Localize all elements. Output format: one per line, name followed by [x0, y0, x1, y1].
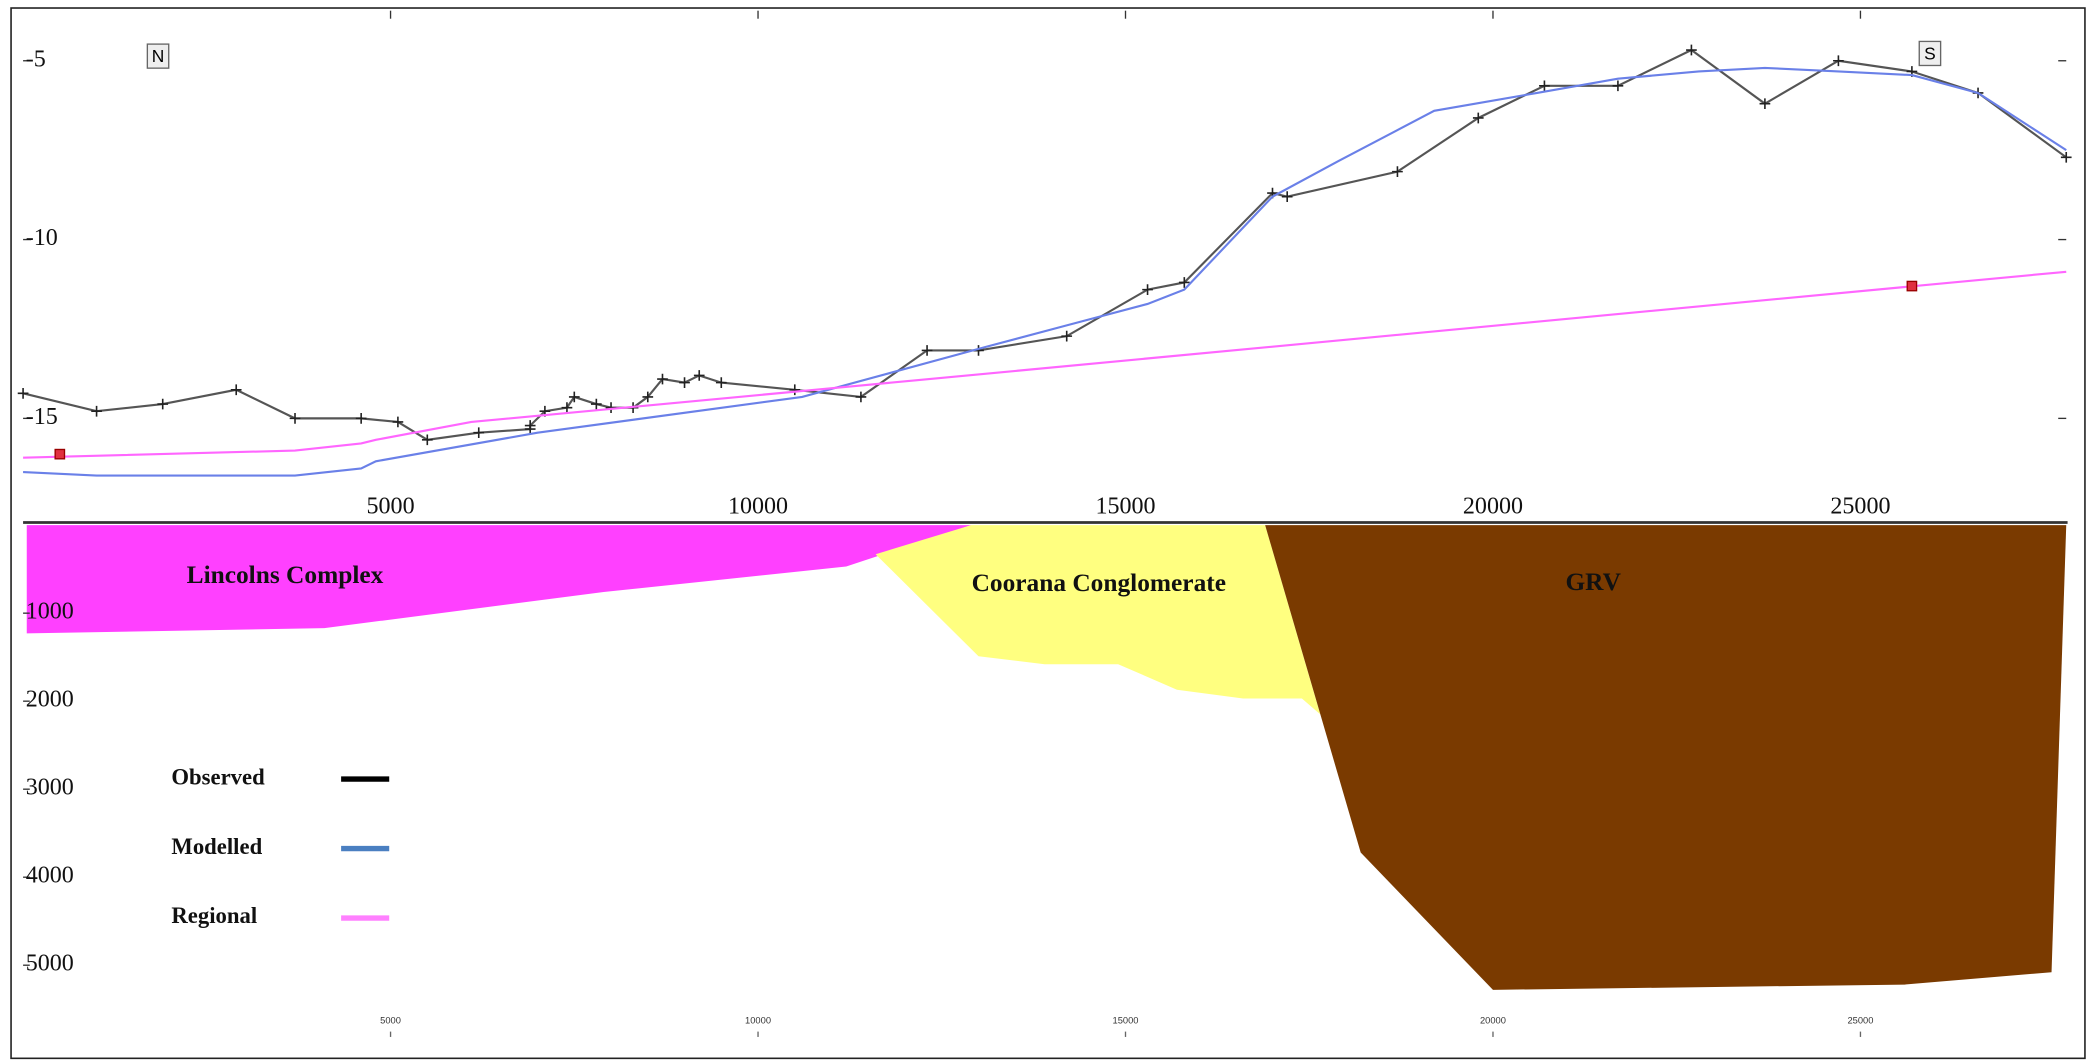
y-tick-label: 4000 [26, 863, 74, 889]
data-point [1281, 191, 1293, 202]
annotation-box [146, 43, 170, 69]
data-point [1833, 55, 1844, 67]
data-point [2060, 151, 2072, 163]
y-tick-label: -5 [26, 46, 46, 72]
x-tick-label: 15000 [1095, 493, 1155, 519]
x-tick-label: 25000 [1830, 493, 1890, 519]
data-point [1612, 80, 1624, 92]
data-point [693, 370, 705, 381]
control-point [1906, 280, 1918, 292]
data-point [679, 377, 690, 388]
data-line [23, 270, 2067, 459]
body-label: GRV [1565, 568, 1621, 596]
annotation: S [1924, 43, 1936, 63]
body-label: Lincolns Complex [187, 561, 384, 589]
data-point [157, 398, 169, 410]
data-point [17, 387, 29, 399]
annotation: N [152, 46, 165, 66]
data-point [1142, 284, 1153, 295]
data-point [561, 402, 573, 413]
data-point [789, 384, 801, 396]
annotation-box [1918, 40, 1942, 67]
legend-label: Regional [171, 903, 257, 928]
y-tick-label: -15 [26, 404, 58, 430]
data-point [921, 345, 933, 356]
data-point [1178, 277, 1190, 288]
data-point [855, 391, 867, 403]
data-point [1061, 330, 1073, 342]
legend-label: Modelled [171, 834, 262, 859]
geologic-body [1265, 525, 2067, 990]
x-tick-label: 20000 [1463, 493, 1523, 519]
data-point [1472, 112, 1484, 124]
data-point [392, 416, 404, 428]
data-point [230, 384, 242, 396]
x-tick-label: 5000 [380, 1015, 401, 1025]
data-point [289, 413, 301, 424]
data-point [590, 398, 602, 410]
data-point [568, 391, 580, 403]
x-tick-label: 10000 [728, 493, 788, 519]
data-line [23, 66, 2067, 477]
x-tick-label: 10000 [745, 1015, 771, 1025]
data-point [1392, 166, 1403, 177]
data-point [524, 420, 536, 431]
x-tick-label: 20000 [1480, 1015, 1506, 1025]
y-tick-label: 3000 [26, 775, 74, 801]
data-point [91, 405, 102, 417]
x-tick-label: 5000 [367, 493, 415, 519]
data-point [1686, 44, 1697, 56]
data-point [715, 377, 727, 388]
y-tick-label: 1000 [26, 599, 74, 625]
geologic-body [26, 525, 972, 634]
data-point [1539, 80, 1550, 92]
body-label: Coorana Conglomerate [972, 569, 1226, 597]
data-point [473, 427, 485, 439]
y-tick-label: 2000 [26, 687, 74, 713]
x-tick-label: 25000 [1847, 1015, 1873, 1025]
legend-label: Observed [171, 764, 265, 789]
x-tick-label: 15000 [1113, 1015, 1139, 1025]
y-tick-label: 5000 [26, 951, 74, 977]
data-point [657, 373, 668, 385]
control-point [54, 448, 66, 460]
data-point [642, 391, 654, 403]
data-point [421, 434, 433, 446]
geologic-body [875, 525, 1321, 715]
data-point [355, 413, 367, 424]
y-tick-label: -10 [26, 225, 58, 251]
data-point [1759, 98, 1771, 110]
